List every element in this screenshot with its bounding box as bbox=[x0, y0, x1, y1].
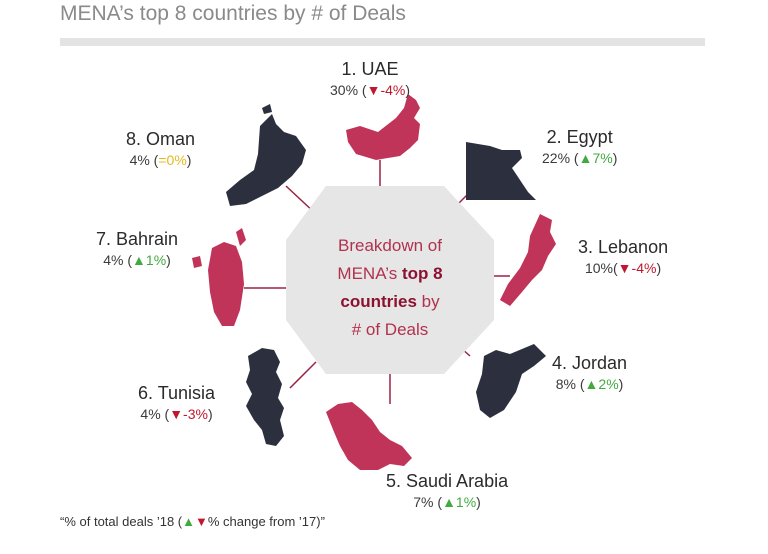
oman-map-icon bbox=[226, 114, 306, 206]
country-name: 6. Tunisia bbox=[138, 383, 216, 403]
country-name: 7. Bahrain bbox=[96, 229, 179, 249]
lebanon-map-icon bbox=[500, 214, 556, 306]
country-share: 4% (▼-3%) bbox=[140, 406, 213, 422]
down-triangle-icon: ▼ bbox=[195, 514, 208, 529]
egypt-map-icon bbox=[466, 142, 536, 200]
country-name: 8. Oman bbox=[126, 129, 196, 149]
uae-map-icon bbox=[346, 94, 420, 160]
country-name: 1. UAE bbox=[341, 59, 399, 79]
country-share: 4% (▲1%) bbox=[103, 252, 171, 268]
jordan-map-icon bbox=[476, 344, 546, 418]
label-egypt: 2. Egypt 22% (▲7%) bbox=[542, 126, 617, 168]
country-name: 2. Egypt bbox=[546, 127, 613, 147]
label-tunisia: 6. Tunisia 4% (▼-3%) bbox=[138, 382, 215, 424]
country-name: 4. Jordan bbox=[552, 353, 628, 373]
oman-musandam-icon bbox=[262, 104, 272, 114]
center-octagon bbox=[286, 186, 494, 374]
country-share: 22% (▲7%) bbox=[542, 150, 618, 166]
country-share: 7% (▲1%) bbox=[413, 494, 481, 510]
label-uae: 1. UAE 30% (▼-4%) bbox=[330, 58, 410, 100]
center-line-2: MENA’s top 8 bbox=[337, 264, 443, 283]
saudi-arabia-map-icon bbox=[326, 402, 412, 470]
title-divider bbox=[60, 38, 705, 46]
center-line-4: # of Deals bbox=[351, 320, 429, 339]
country-share: 30% (▼-4%) bbox=[330, 82, 411, 98]
center-line-1: Breakdown of bbox=[338, 236, 442, 255]
country-name: 5. Saudi Arabia bbox=[386, 471, 509, 491]
chart-title: MENA’s top 8 countries by # of Deals bbox=[60, 2, 406, 25]
tunisia-map-icon bbox=[246, 348, 284, 446]
label-saudi-arabia: 5. Saudi Arabia 7% (▲1%) bbox=[386, 470, 508, 512]
up-triangle-icon: ▲ bbox=[182, 514, 195, 529]
label-oman: 8. Oman 4% (=0%) bbox=[126, 128, 195, 170]
country-share: 4% (=0%) bbox=[129, 152, 192, 168]
label-bahrain: 7. Bahrain 4% (▲1%) bbox=[96, 228, 178, 270]
connector-tunisia bbox=[289, 361, 317, 389]
country-name: 3. Lebanon bbox=[578, 237, 669, 257]
bahrain-islet-small-icon bbox=[192, 256, 202, 268]
center-caption: Breakdown of MENA’s top 8 countries by #… bbox=[300, 232, 480, 344]
country-share: 10%(▼-4%) bbox=[584, 260, 662, 276]
country-share: 8% (▲2%) bbox=[555, 376, 624, 392]
bahrain-map-icon bbox=[208, 242, 244, 326]
center-line-3: countries by bbox=[340, 292, 440, 311]
bahrain-islet-icon bbox=[236, 228, 246, 246]
label-lebanon: 3. Lebanon 10%(▼-4%) bbox=[578, 236, 668, 278]
label-jordan: 4. Jordan 8% (▲2%) bbox=[552, 352, 627, 394]
footnote: “% of total deals ’18 (▲▼% change from ’… bbox=[60, 514, 325, 529]
